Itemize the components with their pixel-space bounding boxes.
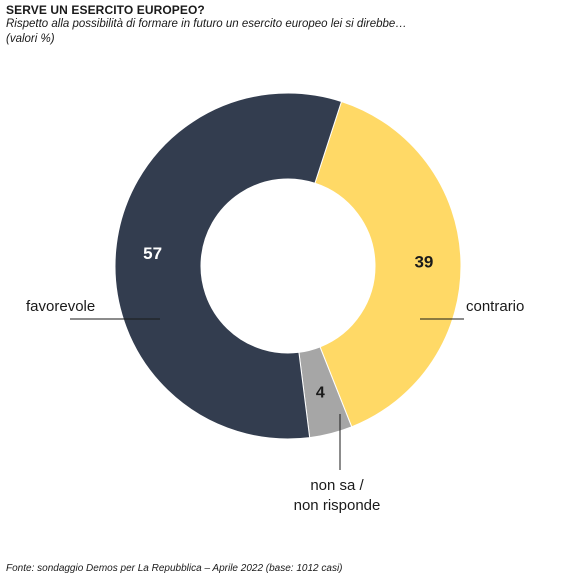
slice-labels: 39 contrario 4 non sa / non risponde 57 favore… bbox=[26, 244, 524, 514]
value-label-favorevole: 57 bbox=[143, 244, 162, 263]
donut-slices bbox=[114, 92, 462, 440]
source-note: Fonte: sondaggio Demos per La Repubblica… bbox=[6, 563, 343, 574]
slice-favorevole bbox=[114, 92, 343, 440]
category-label-non-sa-non-risponde: non sa / non risponde bbox=[294, 477, 381, 514]
slice-contrario bbox=[314, 100, 462, 428]
chart-title: SERVE UN ESERCITO EUROPEO? bbox=[6, 3, 205, 17]
value-label-contrario: 39 bbox=[414, 253, 433, 272]
category-label-favorevole: favorevole bbox=[26, 298, 95, 315]
category-label-contrario: contrario bbox=[466, 298, 524, 315]
value-label-non-sa-non-risponde: 4 bbox=[316, 385, 325, 402]
leader-lines bbox=[70, 318, 464, 470]
chart-unit-note: (valori %) bbox=[6, 33, 55, 45]
chart-subtitle: Rispetto alla possibilità di formare in … bbox=[6, 18, 407, 30]
